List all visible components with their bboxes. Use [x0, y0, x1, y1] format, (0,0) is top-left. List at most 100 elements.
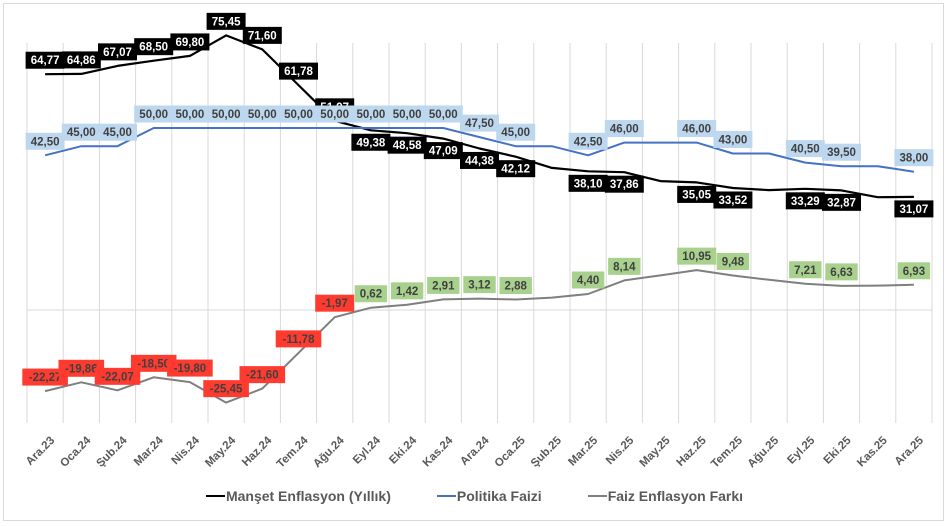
data-label-box: [206, 12, 246, 30]
legend-swatch-rate-inflation-gap: [587, 495, 607, 497]
legend-item-policy-rate: Politika Faizi: [436, 488, 542, 504]
legend-swatch-headline-inflation: [205, 495, 225, 497]
data-label-box: [604, 175, 644, 193]
data-label-box: [170, 33, 210, 51]
data-label-box: [894, 149, 934, 167]
x-tick-label: Oca.24: [58, 434, 94, 470]
data-label: 67,07: [103, 47, 132, 59]
data-label: 44,38: [465, 155, 494, 167]
data-label: 50,00: [429, 109, 458, 121]
data-label-box: [98, 123, 137, 141]
data-label: 45,00: [67, 127, 96, 139]
data-label-box: [315, 294, 355, 312]
data-label: 50,00: [320, 109, 349, 121]
data-label: 48,58: [393, 140, 422, 152]
data-label-box: [423, 105, 463, 123]
x-tick-label: Kas.24: [421, 434, 456, 469]
data-label-box: [130, 354, 177, 372]
data-label: 32,87: [827, 197, 856, 209]
data-label: 75,45: [212, 16, 241, 28]
data-label: 49,38: [357, 137, 386, 149]
data-label-box: [713, 191, 753, 209]
data-label: 50,00: [393, 109, 422, 121]
x-tick-label: Tem.24: [275, 434, 311, 470]
data-label-box: [25, 132, 65, 150]
data-label: -19,86: [65, 363, 98, 375]
data-label: 42,50: [31, 136, 60, 148]
data-label: 45,00: [103, 127, 132, 139]
data-label: 6,63: [830, 267, 852, 279]
data-label: -18,50: [137, 358, 170, 370]
legend-label: Manşet Enflasyon (Yıllık): [225, 488, 391, 504]
data-label-box: [387, 136, 427, 154]
data-label-box: [351, 133, 391, 151]
data-label-box: [822, 193, 861, 211]
data-label-box: [894, 200, 934, 218]
data-label-box: [167, 359, 213, 377]
data-label-box: [496, 160, 536, 178]
data-label: 50,00: [248, 109, 277, 121]
x-tick-label: Mar.24: [132, 434, 166, 468]
legend: Manşet Enflasyon (Yıllık) Politika Faizi…: [0, 488, 949, 504]
data-label-box: [279, 62, 318, 80]
data-label-box: [496, 123, 536, 141]
data-label: 68,50: [139, 42, 168, 54]
data-label: 37,86: [610, 179, 639, 191]
data-label: 50,00: [139, 109, 168, 121]
data-label-box: [785, 192, 825, 210]
data-label-box: [460, 151, 499, 169]
data-label-box: [354, 285, 388, 303]
data-label-box: [785, 140, 825, 158]
data-label-box: [713, 130, 753, 148]
data-label: 42,50: [574, 136, 603, 148]
data-label-box: [275, 330, 322, 348]
data-label-box: [499, 277, 532, 295]
x-tick-label: Şub.24: [94, 434, 130, 470]
data-label-box: [568, 132, 608, 150]
x-tick-label: Tem.25: [709, 434, 745, 470]
x-tick-label: Eyl.25: [785, 434, 817, 466]
data-label-box: [427, 276, 460, 294]
data-label-box: [98, 43, 137, 61]
data-label-box: [677, 185, 717, 203]
data-label-box: [25, 51, 65, 69]
x-tick-label: Nis.25: [604, 434, 637, 467]
series-line-policy-rate: [44, 127, 915, 173]
legend-label: Faiz Enflasyon Farkı: [607, 488, 744, 504]
data-label-box: [351, 105, 391, 123]
data-label-box: [61, 51, 101, 69]
data-label: 35,05: [682, 189, 711, 201]
data-label-box: [134, 38, 174, 56]
data-label: 46,00: [610, 124, 639, 136]
data-label-box: [242, 105, 282, 123]
data-label: 6,93: [903, 266, 925, 278]
data-label: 50,00: [212, 109, 241, 121]
data-label-box: [279, 105, 318, 123]
x-tick-label: Ara.23: [24, 435, 57, 468]
data-label: 33,52: [719, 195, 748, 207]
legend-item-headline-inflation: Manşet Enflasyon (Yıllık): [205, 488, 391, 504]
data-label: 9,48: [722, 256, 745, 268]
data-label: 50,00: [357, 109, 386, 121]
data-label: 38,10: [574, 178, 603, 190]
data-label-box: [608, 257, 641, 275]
series-line-rate-inflation-gap: [44, 269, 914, 404]
data-label: -11,78: [283, 334, 316, 346]
data-label-box: [387, 105, 427, 123]
data-label: -1,97: [322, 298, 348, 310]
data-label-box: [94, 367, 141, 385]
legend-label: Politika Faizi: [456, 488, 542, 504]
data-label: 64,77: [31, 55, 60, 67]
x-tick-label: Haz.25: [675, 434, 710, 469]
data-label-box: [897, 262, 931, 280]
data-label: 7,21: [794, 265, 817, 277]
data-label: 47,09: [429, 146, 458, 158]
x-tick-label: Ağu.24: [311, 434, 347, 470]
data-label: 31,07: [900, 204, 929, 216]
x-tick-label: Eki.25: [822, 434, 854, 466]
data-label-box: [22, 368, 68, 386]
data-label: 50,00: [284, 109, 313, 121]
x-tick-label: Ağu.25: [746, 434, 782, 470]
legend-swatch-policy-rate: [436, 495, 456, 497]
